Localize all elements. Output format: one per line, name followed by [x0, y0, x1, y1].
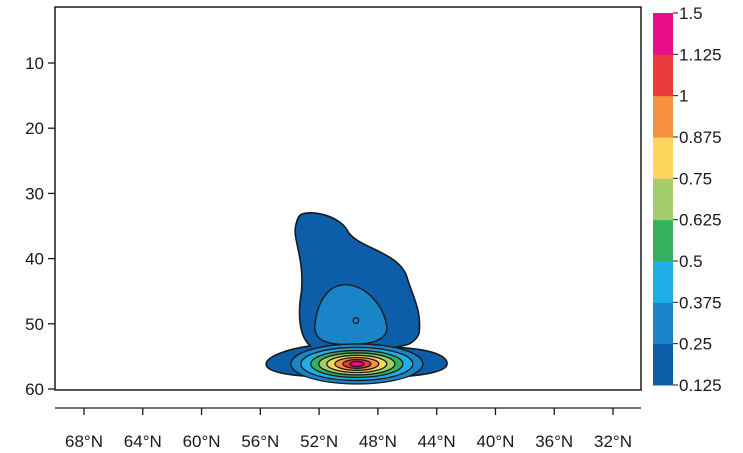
y-axis: 10 20 30 40 50 60: [25, 54, 55, 399]
x-tick-label: 36°N: [535, 432, 573, 451]
x-axis: 68°N 64°N 60°N 56°N 52°N 48°N 44°N 40°N 36°N 32°N: [55, 407, 641, 451]
colorbar-label: 0.5: [679, 252, 703, 271]
x-tick-label: 64°N: [124, 432, 162, 451]
colorbar-swatch: [653, 343, 673, 386]
x-tick-label: 44°N: [418, 432, 456, 451]
colorbar-swatch: [653, 95, 673, 138]
colorbar-swatch: [653, 137, 673, 179]
colorbar-label: 1.5: [679, 4, 703, 23]
colorbar-label: 0.875: [679, 128, 722, 147]
colorbar-label: 0.375: [679, 293, 722, 312]
colorbar-label: 1.125: [679, 45, 722, 64]
contour-ring-8: [349, 360, 365, 368]
x-tick-label: 52°N: [300, 432, 338, 451]
colorbar-swatch: [653, 219, 673, 262]
x-tick-label: 40°N: [476, 432, 514, 451]
x-tick-label: 68°N: [65, 432, 103, 451]
y-tick-label: 30: [25, 184, 44, 203]
colorbar-label: 0.25: [679, 335, 712, 354]
colorbar-label: 0.625: [679, 211, 722, 230]
contour-fill-group: [265, 212, 448, 385]
colorbar-swatch: [653, 302, 673, 345]
y-tick-label: 10: [25, 54, 44, 73]
x-tick-label: 60°N: [183, 432, 221, 451]
y-tick-label: 40: [25, 250, 44, 269]
colorbar-label: 0.125: [679, 376, 722, 395]
y-tick-label: 50: [25, 315, 44, 334]
x-tick-label: 56°N: [241, 432, 279, 451]
colorbar: 0.125 0.25 0.375 0.5 0.625 0.75 0.875 1 1.125 1.5: [653, 4, 722, 395]
x-tick-label: 48°N: [359, 432, 397, 451]
contour-secondary-center: [352, 317, 360, 324]
colorbar-label: 1: [679, 87, 688, 106]
colorbar-swatch: [653, 261, 673, 303]
colorbar-swatch: [653, 13, 673, 55]
colorbar-label: 0.75: [679, 169, 712, 188]
y-tick-label: 60: [25, 380, 44, 399]
x-tick-label: 32°N: [594, 432, 632, 451]
colorbar-swatch: [653, 54, 673, 97]
colorbar-swatch: [653, 178, 673, 221]
y-tick-label: 20: [25, 119, 44, 138]
